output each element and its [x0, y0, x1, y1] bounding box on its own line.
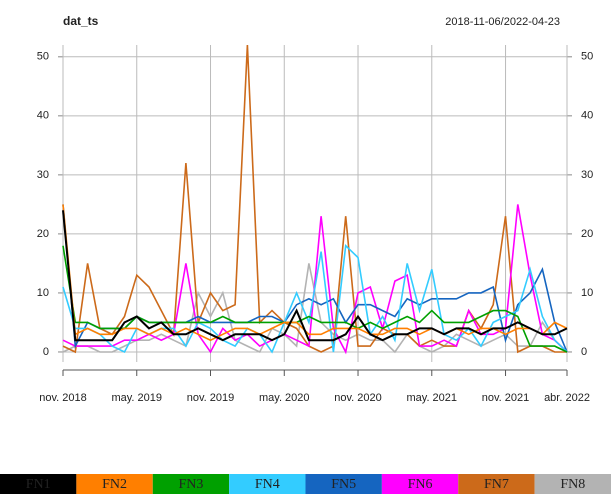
legend-label: FN4: [255, 477, 280, 492]
y-tick-label-right: 20: [581, 228, 593, 240]
legend-label: FN2: [102, 477, 127, 492]
date-range: 2018-11-06/2022-04-23: [445, 16, 560, 28]
legend-label: FN5: [331, 477, 356, 492]
x-tick-label: may. 2020: [259, 392, 310, 404]
y-tick-label-right: 30: [581, 169, 593, 181]
legend-swatch: [152, 474, 230, 494]
x-tick-label: nov. 2018: [39, 392, 87, 404]
legend-swatch: [305, 474, 382, 494]
x-tick-label: nov. 2021: [482, 392, 530, 404]
y-tick-label: 40: [37, 110, 49, 122]
y-tick-label: 30: [37, 169, 49, 181]
series-line: [62, 44, 567, 354]
legend-label: FN7: [484, 477, 509, 492]
legend-swatch: [0, 474, 77, 494]
y-tick-label: 10: [37, 287, 49, 299]
y-tick-label-right: 10: [581, 287, 593, 299]
x-tick-label: nov. 2019: [187, 392, 235, 404]
x-tick-label: abr. 2022: [544, 392, 590, 404]
legend-swatch: [76, 474, 153, 494]
legend: FN1 FN2 FN3 FN4 FN5 FN6 FN7 FN8: [0, 474, 611, 494]
y-tick-label-right: 0: [581, 346, 587, 358]
series-line: [62, 210, 568, 342]
x-tick-label: nov. 2020: [334, 392, 382, 404]
y-tick-label: 0: [43, 346, 49, 358]
series-line: [62, 245, 568, 353]
series-line: [62, 263, 568, 354]
legend-label: FN8: [560, 477, 585, 492]
chart-title: dat_ts: [63, 14, 99, 28]
legend-swatch: [229, 474, 306, 494]
y-tick-label: 50: [37, 51, 49, 63]
legend-label: FN1: [26, 477, 51, 492]
x-tick-label: may. 2021: [406, 392, 457, 404]
y-tick-label-right: 40: [581, 110, 593, 122]
legend-swatch: [534, 474, 611, 494]
legend-label: FN3: [178, 477, 203, 492]
y-tick-label: 20: [37, 228, 49, 240]
series-line: [62, 244, 568, 354]
legend-label: FN6: [408, 477, 433, 492]
y-tick-label-right: 50: [581, 51, 593, 63]
x-tick-label: may. 2019: [111, 392, 162, 404]
series-line: [62, 204, 568, 342]
legend-swatch: [458, 474, 535, 494]
legend-swatch: [381, 474, 459, 494]
